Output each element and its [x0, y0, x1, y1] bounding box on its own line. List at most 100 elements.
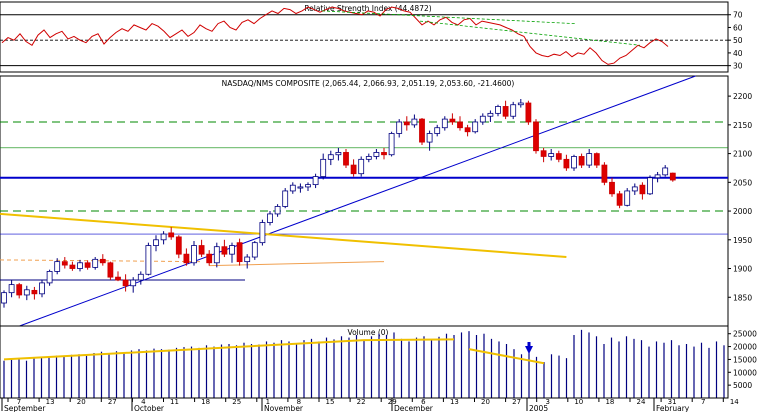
- candle-body: [54, 261, 61, 272]
- candle: [350, 159, 357, 177]
- x-tick-13: 13: [46, 398, 55, 406]
- candle: [563, 154, 570, 171]
- candle: [525, 100, 532, 125]
- candle-body: [320, 158, 327, 177]
- candle: [593, 152, 600, 168]
- candle: [122, 274, 129, 292]
- x-tick-13: 13: [450, 398, 459, 406]
- candle-body: [130, 279, 137, 287]
- candle: [229, 242, 235, 263]
- price-trendlines: [0, 75, 696, 333]
- candle: [107, 261, 114, 281]
- candle-body: [213, 246, 220, 264]
- candle: [282, 188, 289, 209]
- candle-body: [168, 232, 175, 238]
- volume-panel: Volume (0) 5000 10000 15000 20000 25000: [0, 325, 757, 399]
- rsi-tick-60: 60: [733, 23, 743, 32]
- x-tick-8: 8: [297, 398, 301, 406]
- candle-body: [229, 245, 235, 255]
- candle-body: [631, 186, 638, 192]
- x-tick-31: 31: [668, 398, 677, 406]
- candle-body: [654, 174, 661, 179]
- x-tick-24: 24: [637, 398, 646, 406]
- x-tick-4: 4: [141, 398, 146, 406]
- candle: [115, 271, 121, 282]
- candle-body: [23, 289, 30, 296]
- candle-body: [335, 152, 342, 156]
- candle-body: [77, 262, 83, 269]
- candle-body: [84, 262, 91, 268]
- candle-body: [563, 158, 570, 169]
- x-tick-20: 20: [77, 398, 86, 406]
- candle: [46, 269, 53, 286]
- candle-body: [183, 253, 190, 264]
- candle-body: [411, 118, 418, 126]
- candle-body: [639, 184, 646, 195]
- price-tick-2100: 2100: [733, 150, 752, 159]
- candle: [548, 148, 555, 161]
- candle: [289, 182, 296, 194]
- price-tick-labels: 1850 1900 1950 2000 2050 2100 2150 2200: [728, 92, 752, 302]
- rsi-grid: [0, 14, 728, 67]
- candle: [267, 211, 273, 226]
- candle: [259, 219, 266, 246]
- candle: [183, 248, 190, 266]
- candle-body: [206, 253, 213, 264]
- x-tick-20: 20: [481, 398, 490, 406]
- month-label-february: February: [656, 404, 690, 412]
- candle: [137, 271, 144, 285]
- candle: [320, 153, 327, 180]
- candle-body: [1, 292, 7, 304]
- x-tick-14: 14: [730, 398, 739, 406]
- candle-body: [419, 118, 425, 143]
- x-tick-7: 7: [17, 398, 21, 406]
- candle-body: [305, 184, 311, 188]
- candle: [335, 147, 342, 161]
- price-tick-1850: 1850: [733, 293, 752, 302]
- candle: [130, 277, 137, 293]
- candle: [39, 280, 45, 298]
- x-tick-7: 7: [701, 398, 705, 406]
- candle-body: [578, 156, 585, 166]
- candle-body: [388, 133, 395, 156]
- candle-body: [8, 284, 15, 294]
- month-label-september: September: [4, 404, 46, 412]
- rsi-title: Relative Strength Index (44.4872): [304, 4, 431, 13]
- candle: [221, 239, 228, 258]
- candle-body: [434, 127, 441, 134]
- candle: [145, 242, 152, 276]
- candle-body: [282, 190, 289, 207]
- volume-tick-5000: 5000: [733, 381, 752, 390]
- candle-body: [624, 190, 631, 206]
- volume-tick-20000: 20000: [733, 343, 757, 352]
- candle: [54, 258, 61, 275]
- candle: [160, 231, 167, 245]
- price-title: NASDAQ/NMS COMPOSITE (2,065.44, 2,066.93…: [222, 79, 515, 88]
- candle: [69, 261, 76, 271]
- price-horizontal-lines: [0, 121, 728, 281]
- candle-body: [601, 164, 608, 183]
- volume-tick-10000: 10000: [733, 368, 757, 377]
- candle: [479, 113, 486, 125]
- candle: [365, 153, 372, 163]
- candle: [449, 113, 456, 125]
- candle: [198, 239, 205, 258]
- rsi-trendline-2: [419, 20, 641, 46]
- candle-body: [495, 106, 501, 114]
- candle: [92, 257, 99, 270]
- candle-body: [267, 213, 273, 223]
- candle: [540, 147, 547, 163]
- candle: [487, 110, 494, 122]
- candle-body: [312, 176, 319, 186]
- candle: [191, 240, 197, 266]
- x-tick-10: 10: [574, 398, 583, 406]
- candle-body: [61, 261, 68, 266]
- candle: [495, 104, 501, 117]
- candle: [578, 153, 585, 168]
- month-label-2005: 2005: [529, 404, 548, 412]
- rsi-lines: [1, 6, 669, 65]
- candle-body: [487, 112, 494, 117]
- volume-trend-1: [363, 338, 455, 342]
- volume-trend-0: [3, 339, 365, 361]
- candle-body: [198, 245, 205, 255]
